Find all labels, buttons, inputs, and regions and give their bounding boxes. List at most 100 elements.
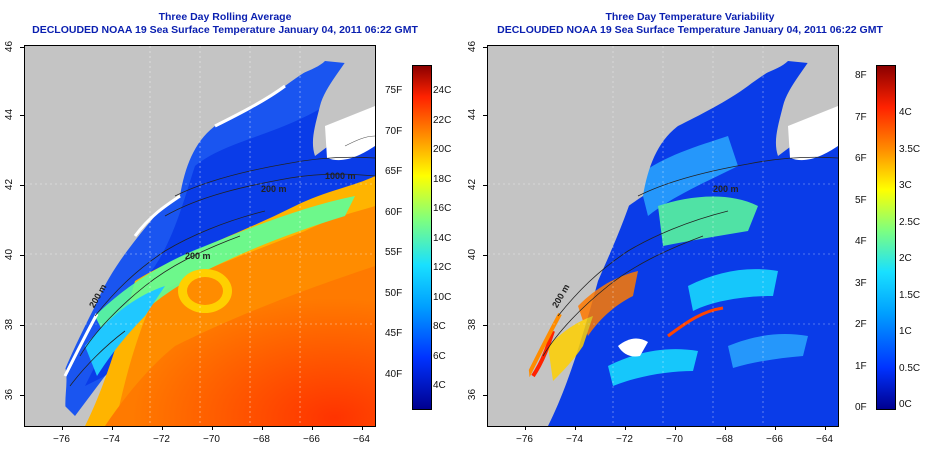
colorbar-c-label: 22C <box>433 114 452 126</box>
axis-tick-mark <box>62 426 63 430</box>
left-panel-title: Three Day Rolling Average DECLOUDED NOAA… <box>10 11 440 37</box>
colorbar-f-label: 4F <box>855 236 867 247</box>
x-tick-label: −64 <box>816 434 833 445</box>
axis-tick-mark <box>20 325 24 326</box>
colorbar-f-label: 60F <box>385 206 403 218</box>
contour-label: 200 m <box>713 184 739 194</box>
colorbar-c-label: 2.5C <box>899 216 921 228</box>
colorbar-f-label: 50F <box>385 287 403 299</box>
colorbar-f-label: 7F <box>855 111 867 123</box>
axis-tick-mark <box>212 426 213 430</box>
colorbar-f-label: 70F <box>385 125 403 137</box>
y-tick-label: 40 <box>4 248 16 261</box>
axis-tick-mark <box>675 426 676 430</box>
colorbar-c-label: 2C <box>899 253 912 264</box>
y-tick-label: 42 <box>4 178 16 191</box>
colorbar-c-label: 20C <box>433 144 452 155</box>
colorbar-c-label: 4C <box>899 107 912 118</box>
y-tick-label: 36 <box>4 388 16 401</box>
axis-tick-mark <box>20 395 24 396</box>
x-tick-label: −70 <box>666 434 683 445</box>
axis-tick-mark <box>20 255 24 256</box>
x-tick-label: −72 <box>616 434 633 445</box>
colorbar-c-label: 3.5C <box>899 143 921 155</box>
colorbar-c-label: 16C <box>433 203 452 214</box>
x-tick-label: −70 <box>203 434 220 445</box>
colorbar-c-label: 0C <box>899 399 912 410</box>
y-tick-label: 36 <box>467 388 479 401</box>
axis-tick-mark <box>625 426 626 430</box>
contour-label: 200 m <box>185 251 211 261</box>
temperature-colorbar <box>412 65 432 410</box>
axis-tick-mark <box>483 395 487 396</box>
axis-tick-mark <box>312 426 313 430</box>
y-tick-label: 46 <box>4 40 16 53</box>
axis-tick-mark <box>483 47 487 48</box>
x-tick-label: −66 <box>766 434 783 445</box>
y-tick-label: 44 <box>4 108 16 121</box>
right-title-line1: Three Day Temperature Variability <box>605 11 775 23</box>
x-tick-label: −66 <box>303 434 320 445</box>
colorbar-f-label: 5F <box>855 194 867 206</box>
axis-tick-mark <box>483 325 487 326</box>
colorbar-f-label: 0F <box>855 402 867 413</box>
x-tick-label: −76 <box>516 434 533 445</box>
axis-tick-mark <box>825 426 826 430</box>
colorbar-c-label: 1.5C <box>899 289 921 301</box>
colorbar-c-label: 4C <box>433 380 446 391</box>
colorbar-f-label: 8F <box>855 70 867 81</box>
variability-colorbar <box>876 65 896 410</box>
colorbar-f-label: 55F <box>385 247 403 258</box>
colorbar-f-label: 6F <box>855 153 867 164</box>
axis-tick-mark <box>20 47 24 48</box>
colorbar-c-label: 18C <box>433 173 452 185</box>
y-tick-label: 42 <box>467 178 479 191</box>
axis-tick-mark <box>483 255 487 256</box>
y-tick-label: 38 <box>467 318 479 331</box>
colorbar-c-label: 1C <box>899 326 912 337</box>
axis-tick-mark <box>20 115 24 116</box>
right-title-line2: DECLOUDED NOAA 19 Sea Surface Temperatur… <box>497 24 883 36</box>
x-tick-label: −68 <box>716 434 733 445</box>
colorbar-c-label: 12C <box>433 262 452 273</box>
colorbar-c-label: 6C <box>433 350 446 362</box>
left-title-line1: Three Day Rolling Average <box>158 11 292 23</box>
x-tick-label: −74 <box>566 434 583 445</box>
colorbar-c-label: 0.5C <box>899 362 921 374</box>
sst-average-map[interactable]: 200 m 200 m 1000 m 200 m <box>24 45 376 427</box>
colorbar-f-label: 1F <box>855 360 867 372</box>
colorbar-f-label: 2F <box>855 319 867 330</box>
axis-tick-mark <box>575 426 576 430</box>
colorbar-c-label: 8C <box>433 321 446 332</box>
right-panel-title: Three Day Temperature Variability DECLOU… <box>465 11 915 37</box>
colorbar-f-label: 40F <box>385 368 403 380</box>
left-title-line2: DECLOUDED NOAA 19 Sea Surface Temperatur… <box>32 24 418 36</box>
axis-tick-mark <box>483 185 487 186</box>
axis-tick-mark <box>112 426 113 430</box>
y-tick-label: 40 <box>467 248 479 261</box>
sst-variability-map[interactable]: 200 m 200 m <box>487 45 839 427</box>
y-tick-label: 44 <box>467 108 479 121</box>
x-tick-label: −74 <box>103 434 120 445</box>
axis-tick-mark <box>20 185 24 186</box>
axis-tick-mark <box>775 426 776 430</box>
axis-tick-mark <box>362 426 363 430</box>
sst-variability-map-image <box>488 46 838 426</box>
x-tick-label: −72 <box>153 434 170 445</box>
colorbar-c-label: 24C <box>433 85 452 96</box>
x-tick-label: −64 <box>353 434 370 445</box>
axis-tick-mark <box>162 426 163 430</box>
x-tick-label: −68 <box>253 434 270 445</box>
colorbar-c-label: 10C <box>433 291 452 303</box>
contour-label: 1000 m <box>325 171 356 181</box>
colorbar-f-label: 75F <box>385 85 403 96</box>
axis-tick-mark <box>725 426 726 430</box>
sst-average-map-image <box>25 46 375 426</box>
colorbar-c-label: 14C <box>433 232 452 244</box>
y-tick-label: 46 <box>467 40 479 53</box>
colorbar-f-label: 3F <box>855 277 867 289</box>
axis-tick-mark <box>483 115 487 116</box>
x-tick-label: −76 <box>53 434 70 445</box>
colorbar-f-label: 65F <box>385 166 403 177</box>
colorbar-c-label: 3C <box>899 180 912 191</box>
